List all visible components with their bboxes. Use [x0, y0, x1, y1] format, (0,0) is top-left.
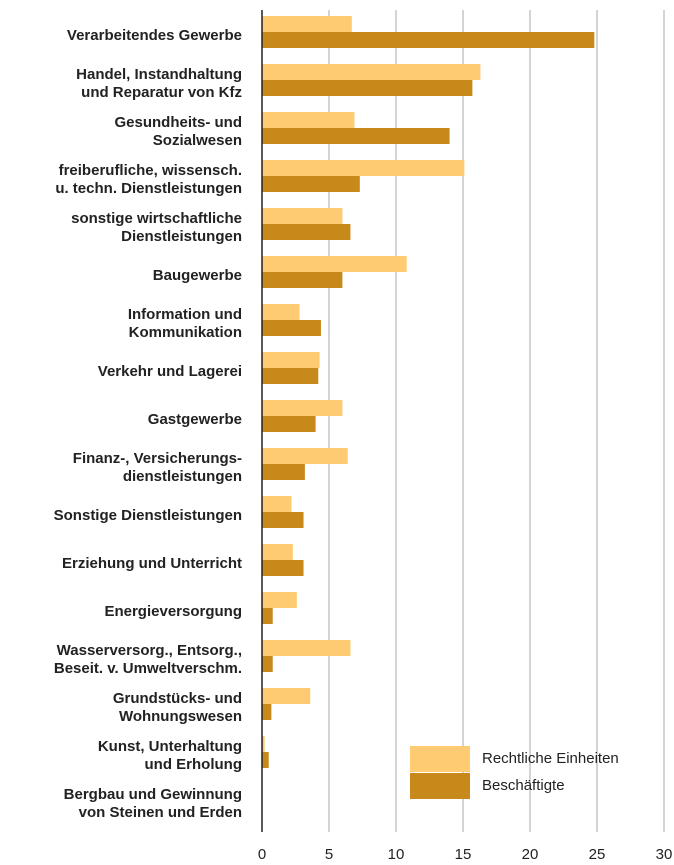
bar	[262, 208, 343, 224]
bar	[262, 656, 273, 672]
category-label: Verarbeitendes Gewerbe	[66, 27, 242, 44]
x-tick-label: 20	[522, 846, 539, 863]
x-tick-label: 30	[656, 846, 673, 863]
x-tick-label: 15	[455, 846, 472, 863]
bar	[262, 64, 481, 80]
category-label: Finanz-, Versicherungs- dienstleistungen	[72, 450, 242, 485]
bar	[262, 448, 348, 464]
bar	[262, 592, 297, 608]
bar	[262, 352, 320, 368]
category-label: Gesundheits- und Sozialwesen	[114, 114, 243, 149]
bar	[262, 32, 595, 48]
bar	[262, 80, 473, 96]
bar	[262, 224, 351, 240]
bar	[262, 400, 343, 416]
bar	[262, 752, 269, 768]
bar	[262, 544, 293, 560]
bar	[262, 16, 352, 32]
bar	[262, 704, 272, 720]
category-label: Energieversorgung	[104, 603, 242, 620]
bar	[262, 736, 265, 752]
category-label: freiberufliche, wissensch. u. techn. Die…	[55, 162, 242, 197]
category-label: Bergbau und Gewinnung von Steinen und Er…	[63, 786, 242, 821]
bar	[262, 368, 319, 384]
category-label: Wasserversorg., Entsorg., Beseit. v. Umw…	[53, 642, 242, 677]
category-label: Gastgewerbe	[147, 411, 242, 428]
category-label: Sonstige Dienstleistungen	[53, 507, 242, 524]
x-tick-label: 0	[258, 846, 266, 863]
category-label: Information und Kommunikation	[127, 306, 242, 341]
legend-label: Rechtliche Einheiten	[482, 750, 619, 767]
bar	[262, 496, 292, 512]
bar	[262, 272, 343, 288]
category-label: Grundstücks- und Wohnungswesen	[112, 690, 242, 725]
x-tick-label: 25	[589, 846, 606, 863]
category-label: Verkehr und Lagerei	[97, 363, 242, 380]
legend-label: Beschäftigte	[482, 777, 565, 794]
bar	[262, 304, 300, 320]
bar	[262, 320, 321, 336]
legend-swatch	[410, 746, 470, 772]
bar	[262, 176, 360, 192]
x-tick-label: 10	[388, 846, 405, 863]
category-label: sonstige wirtschaftliche Dienstleistunge…	[71, 210, 242, 245]
bar	[262, 160, 465, 176]
legend-swatch	[410, 773, 470, 799]
category-label: Erziehung und Unterricht	[62, 555, 242, 572]
bar	[262, 128, 450, 144]
bar	[262, 640, 351, 656]
bar	[262, 112, 355, 128]
bar	[262, 688, 311, 704]
category-label: Handel, Instandhaltung und Reparatur von…	[76, 66, 242, 101]
bar	[262, 256, 407, 272]
bar	[262, 464, 305, 480]
bar	[262, 560, 304, 576]
bar	[262, 416, 316, 432]
category-label: Kunst, Unterhaltung und Erholung	[97, 738, 242, 773]
category-label: Baugewerbe	[152, 267, 242, 284]
x-tick-label: 5	[325, 846, 333, 863]
bar	[262, 512, 304, 528]
bar	[262, 608, 273, 624]
